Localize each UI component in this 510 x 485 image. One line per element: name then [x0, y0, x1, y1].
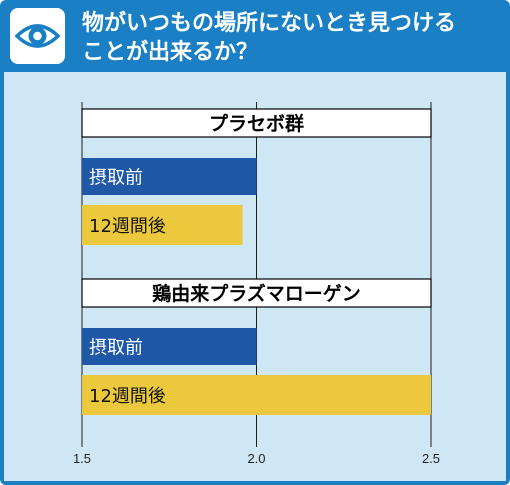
x-tick-label: 2.5 — [422, 451, 440, 466]
page-title: 物がいつもの場所にないとき見つける ことが出来るか？ — [82, 9, 502, 67]
title-line-1: 物がいつもの場所にないとき見つける — [82, 11, 457, 36]
bar-label: 12週間後 — [89, 216, 166, 237]
group-header-label: プラセボ群 — [209, 112, 304, 135]
x-tick-label: 1.5 — [73, 451, 91, 466]
bar-after — [82, 375, 431, 415]
bar-after — [82, 205, 243, 245]
bar-before — [82, 158, 257, 195]
bar-label: 摂取前 — [89, 168, 143, 189]
title-line-2: ことが出来るか？ — [82, 40, 259, 65]
eye-icon — [10, 8, 65, 64]
x-tick-label: 2.0 — [247, 451, 265, 466]
chart-panel: プラセボ群 摂取前 12週間後 鶏由来プラズマローゲン 摂取前 12週間後 1.5 2.0 2.… — [4, 72, 506, 481]
bar-label: 摂取前 — [89, 338, 143, 359]
group-header-box — [81, 278, 432, 308]
bar-label: 12週間後 — [89, 386, 166, 407]
header: 物がいつもの場所にないとき見つける ことが出来るか？ — [0, 0, 510, 72]
bar-before — [82, 328, 257, 365]
group-header-label: 鶏由来プラズマローゲン — [152, 282, 361, 305]
group-header-box — [81, 108, 432, 138]
